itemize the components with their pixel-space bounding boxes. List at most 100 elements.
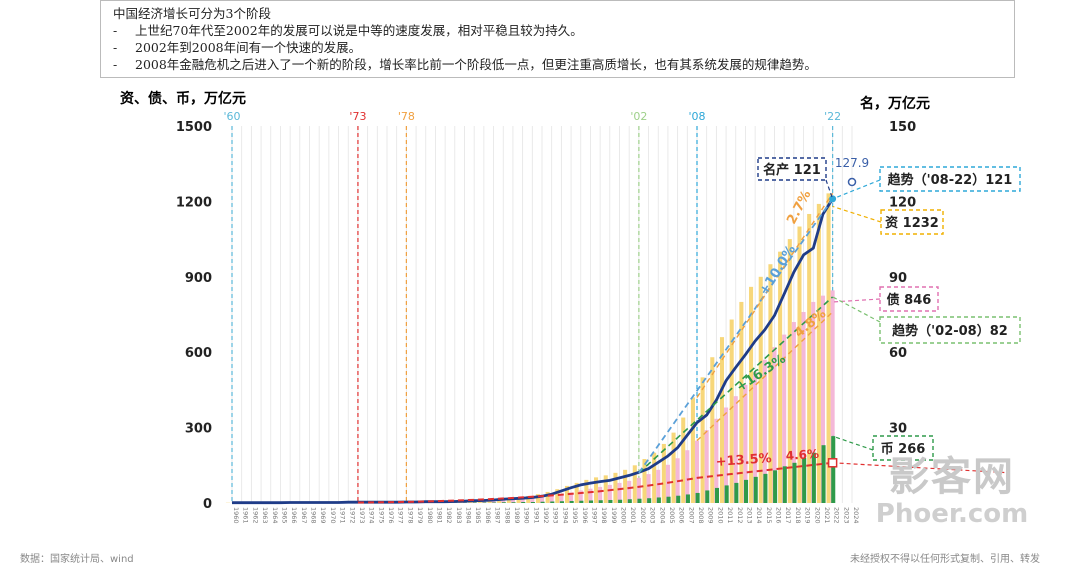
x-tick-label: 2024	[852, 507, 860, 524]
bar-债	[598, 486, 603, 503]
bar-债	[627, 480, 632, 503]
x-tick-label: 1993	[552, 507, 560, 524]
bar-资	[555, 489, 560, 503]
bar-币	[647, 498, 652, 503]
bar-币	[589, 500, 594, 503]
bar-币	[811, 452, 816, 503]
bar-债	[791, 322, 796, 503]
trend-line	[357, 476, 698, 504]
x-tick-label: 2019	[804, 507, 812, 524]
bar-债	[510, 499, 515, 503]
bar-币	[744, 479, 749, 503]
bar-债	[636, 477, 641, 503]
bar-债	[694, 440, 700, 503]
notes-bullet: -2008年金融危机之后进入了一个新的阶段，增长率比前一个阶段低一点，但更注重高…	[113, 57, 817, 72]
x-tick-label: 1961	[242, 507, 250, 524]
bar-债	[820, 295, 825, 503]
x-tick-label: 2001	[629, 507, 637, 524]
bar-币	[501, 502, 506, 503]
bar-币	[530, 501, 535, 503]
callout-marker	[847, 177, 857, 187]
callout-资: 资 1232	[885, 215, 939, 231]
notes-box: 中国经济增长可分为3个阶段 - 上世纪70年代至2002年的发展可以说是中等的速度…	[100, 0, 1015, 78]
x-tick-label: 1994	[561, 507, 569, 524]
bar-资	[584, 479, 589, 503]
bar-债	[559, 494, 564, 503]
bar-币	[763, 473, 768, 503]
callout-127-9: 127.9	[835, 156, 869, 170]
x-tick-label: 1996	[581, 507, 589, 524]
bar-资	[739, 301, 744, 503]
x-tick-label: 2003	[649, 507, 657, 524]
bar-币	[773, 470, 778, 503]
bar-债	[724, 407, 729, 503]
watermark-line2: Phoer.com	[875, 499, 1029, 529]
x-tick-label: 2023	[842, 507, 850, 524]
bar-币	[618, 499, 623, 503]
bar-资	[642, 459, 647, 503]
bar-债	[607, 484, 612, 503]
x-tick-label: 1971	[339, 507, 347, 524]
growth-chart: 1960 1961 1962 1963 1964 1965 1966 1967 1968 1969…	[120, 90, 1021, 524]
x-tick-label: 1962	[251, 507, 259, 524]
trend-line	[638, 296, 834, 474]
left-tick-label: 0	[203, 497, 212, 512]
bar-债	[762, 359, 767, 503]
bar-资	[749, 286, 754, 503]
right-tick-label: 30	[889, 422, 907, 437]
bar-资	[594, 477, 599, 503]
x-tick-label: 1981	[435, 507, 443, 524]
callout-leader	[832, 298, 881, 303]
x-tick-label: 1984	[465, 507, 473, 524]
marker-label: '78	[398, 110, 415, 123]
right-tick-label: 120	[889, 195, 916, 210]
watermark: 影客网 Phoer.com	[862, 455, 1042, 529]
x-tick-label: 1975	[377, 507, 385, 524]
right-tick-label: 150	[889, 120, 916, 135]
marker-label: '02	[630, 110, 647, 123]
trend-point	[827, 458, 838, 468]
marker-label: '22	[824, 110, 841, 123]
bar-币	[714, 487, 720, 503]
left-tick-label: 600	[185, 346, 212, 361]
x-tick-label: 2000	[620, 507, 628, 524]
x-tick-label: 1997	[590, 507, 598, 524]
bar-资	[826, 193, 831, 503]
marker-label: '08	[688, 110, 705, 123]
bar-资	[787, 239, 792, 503]
bar-资	[632, 465, 637, 503]
bar-债	[549, 495, 554, 503]
bar-币	[724, 485, 729, 503]
callout-trend-08-22-box	[879, 166, 1021, 192]
bar-资	[516, 497, 521, 503]
x-tick-label: 2016	[775, 507, 783, 524]
bar-资	[710, 357, 715, 503]
callout-leader	[832, 296, 881, 323]
watermark-line1: 影客网	[889, 454, 1015, 500]
bar-债	[656, 469, 661, 503]
x-tick-label: 2021	[823, 507, 831, 524]
bar-债	[491, 500, 496, 503]
notes-bullet: - 上世纪70年代至2002年的发展可以说是中等的速度发展，相对平稳且较为持久。	[113, 23, 583, 38]
notes-title: 中国经济增长可分为3个阶段	[113, 6, 271, 21]
x-tick-label: 1963	[261, 507, 269, 524]
trend-line	[696, 461, 833, 479]
bar-资	[719, 337, 725, 503]
bar-币	[831, 436, 836, 503]
bar-债	[520, 499, 525, 503]
bar-债	[588, 488, 593, 503]
callout-leader	[832, 205, 882, 223]
bar-币	[792, 462, 797, 503]
bar-资	[768, 264, 773, 503]
trend-label: +10.0%	[757, 243, 799, 298]
bar-债	[801, 311, 806, 503]
bar-债	[830, 290, 835, 503]
bar-币	[627, 499, 632, 503]
callout-trend-08-22: 趋势（'08-22）121	[888, 172, 1013, 188]
bar-债	[782, 334, 787, 503]
x-tick-label: 2011	[726, 507, 734, 524]
bar-资	[700, 377, 705, 503]
x-tick-label: 1969	[319, 507, 327, 524]
bar-资	[807, 213, 812, 503]
x-tick-label: 2014	[755, 507, 763, 524]
